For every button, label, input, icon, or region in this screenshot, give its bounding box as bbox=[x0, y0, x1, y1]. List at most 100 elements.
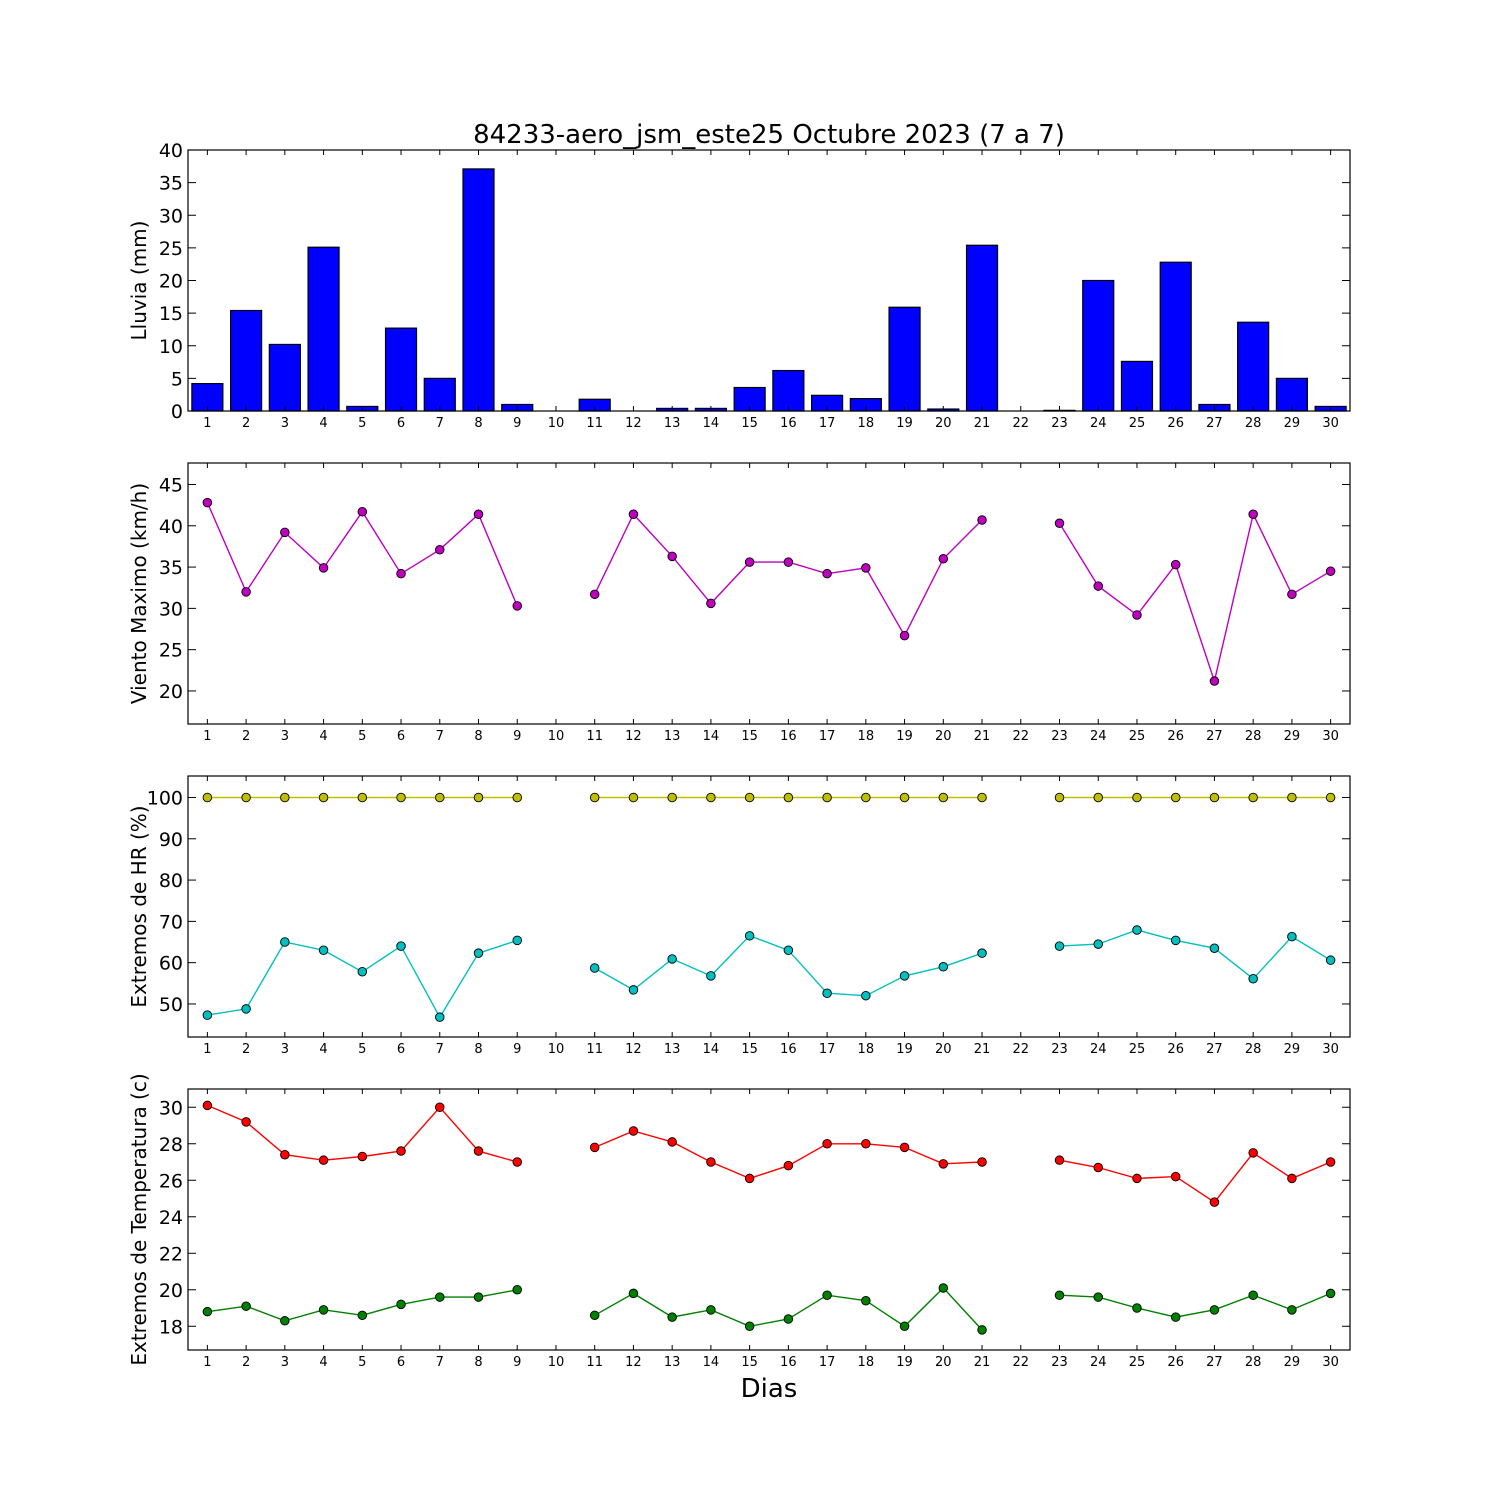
series-1-point-day-8 bbox=[473, 509, 484, 519]
series-1-point-day-8 bbox=[473, 792, 484, 803]
series-1-point-day-24 bbox=[1093, 792, 1103, 803]
series-2-point-day-2 bbox=[241, 1004, 251, 1014]
series-1-point-day-29 bbox=[1287, 1173, 1297, 1184]
x-tick-label: 27 bbox=[1206, 1042, 1223, 1057]
y-tick-label: 20 bbox=[159, 271, 183, 293]
series-2-point-day-9 bbox=[512, 935, 522, 946]
y-tick-label: 30 bbox=[159, 598, 183, 620]
series-1-point-day-16 bbox=[783, 1160, 794, 1171]
series-2-point-day-14 bbox=[706, 1305, 716, 1315]
series-2-point-day-6 bbox=[396, 941, 406, 951]
x-tick-label: 9 bbox=[513, 1042, 521, 1057]
x-tick-label: 3 bbox=[281, 729, 289, 744]
y-tick-label: 100 bbox=[147, 787, 183, 809]
x-tick-label: 16 bbox=[780, 1355, 797, 1370]
x-tick-label: 6 bbox=[397, 1355, 405, 1370]
x-tick-label: 27 bbox=[1206, 729, 1223, 744]
x-tick-label: 21 bbox=[974, 416, 991, 431]
series-1-point-day-25 bbox=[1132, 792, 1142, 803]
x-tick-label: 5 bbox=[358, 416, 366, 431]
series-1-line-segment-2 bbox=[594, 1130, 983, 1180]
series-2-point-day-15 bbox=[744, 1321, 755, 1332]
y-tick-label: 40 bbox=[159, 516, 183, 538]
x-tick-label: 17 bbox=[819, 729, 836, 744]
bar-day-24 bbox=[1082, 279, 1115, 412]
x-tick-label: 28 bbox=[1245, 1042, 1262, 1057]
x-tick-label: 29 bbox=[1284, 1042, 1301, 1057]
series-1-point-day-21 bbox=[977, 792, 987, 803]
x-tick-label: 10 bbox=[548, 1355, 565, 1370]
y-axis-label: Extremos de HR (%) bbox=[127, 805, 151, 1007]
series-1-point-day-13 bbox=[667, 1137, 677, 1147]
bar-day-26 bbox=[1159, 261, 1192, 412]
series-2-point-day-12 bbox=[628, 985, 639, 995]
series-1-point-day-28 bbox=[1248, 509, 1258, 519]
x-tick-label: 16 bbox=[780, 729, 797, 744]
series-2-point-day-1 bbox=[202, 1306, 213, 1317]
series-2-point-day-16 bbox=[783, 945, 794, 956]
x-tick-label: 17 bbox=[819, 1042, 836, 1057]
x-tick-label: 3 bbox=[281, 1355, 289, 1370]
panel-4-frame bbox=[187, 1088, 1351, 1351]
series-1-point-day-12 bbox=[628, 792, 639, 803]
bar-day-21 bbox=[965, 244, 999, 412]
series-2-point-day-15 bbox=[744, 931, 755, 941]
series-1-point-day-24 bbox=[1093, 581, 1103, 591]
series-2-point-day-17 bbox=[822, 988, 832, 998]
y-tick-label: 20 bbox=[159, 681, 183, 703]
series-2-point-day-17 bbox=[822, 1290, 832, 1300]
series-1-point-day-14 bbox=[706, 598, 716, 609]
bar-day-28 bbox=[1237, 321, 1270, 412]
series-2-point-day-13 bbox=[667, 954, 677, 964]
panel-3: 1 2 3 4 5 6 7 8 9 10 11 12 13 14 15 16 17 18 19 20 21 22 23 24 2… bbox=[127, 775, 1351, 1057]
series-1-point-day-6 bbox=[396, 792, 406, 803]
x-tick-label: 7 bbox=[436, 1042, 444, 1057]
series-2-point-day-7 bbox=[435, 1292, 445, 1302]
series-1-point-day-6 bbox=[396, 1146, 406, 1156]
x-tick-label: 30 bbox=[1322, 1042, 1339, 1057]
x-tick-label: 18 bbox=[858, 1042, 875, 1057]
series-1-point-day-17 bbox=[822, 792, 832, 803]
series-1-point-day-9 bbox=[512, 1157, 522, 1167]
y-tick-label: 50 bbox=[159, 994, 183, 1016]
series-2-point-day-7 bbox=[435, 1012, 445, 1022]
series-2-point-day-25 bbox=[1132, 1303, 1142, 1313]
series-1-point-day-9 bbox=[512, 601, 522, 611]
x-tick-label: 8 bbox=[474, 416, 482, 431]
x-tick-label: 5 bbox=[358, 729, 366, 744]
x-tick-label: 23 bbox=[1051, 416, 1068, 431]
y-tick-label: 25 bbox=[159, 238, 183, 260]
series-2-point-day-25 bbox=[1132, 925, 1142, 935]
series-1-point-day-19 bbox=[899, 630, 910, 641]
series-2-point-day-18 bbox=[861, 1295, 871, 1306]
x-tick-label: 16 bbox=[780, 1042, 797, 1057]
x-tick-label: 28 bbox=[1245, 1355, 1262, 1370]
x-tick-label: 24 bbox=[1090, 729, 1107, 744]
series-1-point-day-30 bbox=[1325, 1157, 1336, 1167]
series-2-point-day-26 bbox=[1170, 1312, 1181, 1322]
y-tick-label: 30 bbox=[159, 1097, 183, 1119]
x-tick-label: 23 bbox=[1051, 1355, 1068, 1370]
series-1-point-day-4 bbox=[318, 563, 329, 573]
x-tick-label: 15 bbox=[741, 416, 758, 431]
x-tick-label: 26 bbox=[1167, 416, 1184, 431]
x-tick-label: 1 bbox=[203, 416, 211, 431]
x-tick-label: 26 bbox=[1167, 729, 1184, 744]
series-2-point-day-13 bbox=[667, 1312, 677, 1322]
series-1-point-day-29 bbox=[1287, 589, 1297, 600]
series-1-point-day-7 bbox=[435, 1102, 445, 1113]
bar-day-19 bbox=[888, 306, 921, 412]
series-2-point-day-27 bbox=[1209, 943, 1220, 953]
series-1-point-day-11 bbox=[589, 1142, 600, 1153]
x-tick-label: 22 bbox=[1012, 416, 1029, 431]
x-tick-label: 30 bbox=[1322, 729, 1339, 744]
panel-3-frame bbox=[187, 775, 1351, 1038]
series-1-point-day-14 bbox=[706, 792, 716, 803]
x-tick-label: 26 bbox=[1167, 1042, 1184, 1057]
series-1-point-day-11 bbox=[589, 792, 600, 803]
x-tick-label: 9 bbox=[513, 416, 521, 431]
series-2-point-day-24 bbox=[1093, 1292, 1103, 1302]
series-1-point-day-4 bbox=[318, 1155, 329, 1165]
series-1-point-day-20 bbox=[938, 554, 949, 564]
